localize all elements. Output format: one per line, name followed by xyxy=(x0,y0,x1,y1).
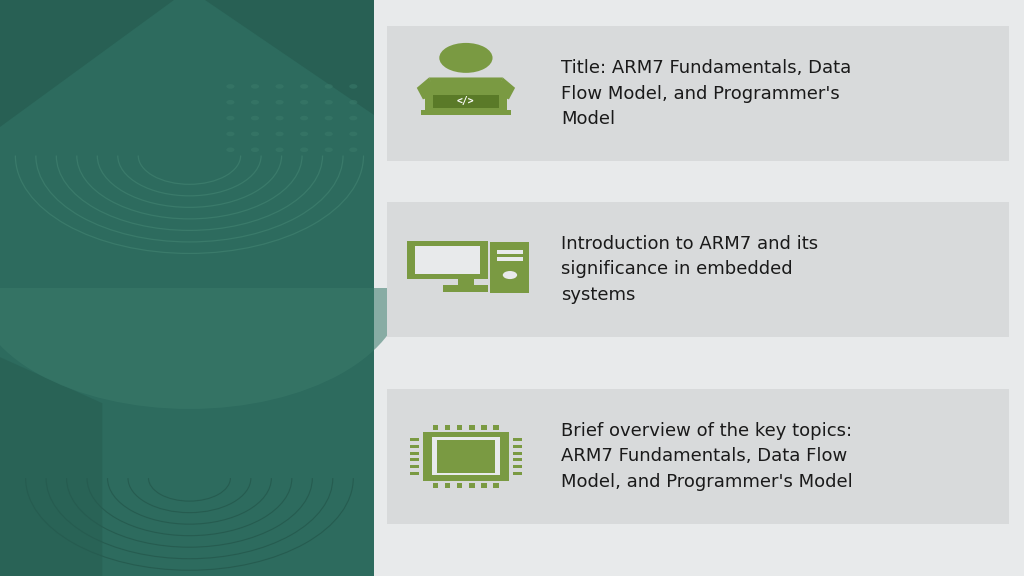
Circle shape xyxy=(251,147,259,152)
Circle shape xyxy=(325,100,333,105)
FancyBboxPatch shape xyxy=(421,110,511,116)
FancyBboxPatch shape xyxy=(458,276,474,287)
FancyBboxPatch shape xyxy=(481,483,486,488)
FancyBboxPatch shape xyxy=(494,483,499,488)
FancyBboxPatch shape xyxy=(494,425,499,430)
Polygon shape xyxy=(0,0,174,127)
Circle shape xyxy=(349,116,357,120)
Circle shape xyxy=(275,84,284,89)
FancyBboxPatch shape xyxy=(423,432,509,480)
FancyBboxPatch shape xyxy=(425,93,507,111)
FancyBboxPatch shape xyxy=(432,438,500,476)
FancyBboxPatch shape xyxy=(513,445,522,448)
Circle shape xyxy=(226,100,234,105)
Circle shape xyxy=(226,132,234,137)
Circle shape xyxy=(251,100,259,105)
Circle shape xyxy=(325,147,333,152)
Circle shape xyxy=(251,116,259,120)
Circle shape xyxy=(325,84,333,89)
FancyBboxPatch shape xyxy=(407,241,488,279)
FancyBboxPatch shape xyxy=(415,247,480,274)
FancyBboxPatch shape xyxy=(513,458,522,461)
FancyBboxPatch shape xyxy=(387,26,1009,161)
Circle shape xyxy=(226,147,234,152)
Circle shape xyxy=(439,43,493,73)
Circle shape xyxy=(300,147,308,152)
FancyBboxPatch shape xyxy=(458,425,463,430)
Wedge shape xyxy=(0,288,404,409)
Circle shape xyxy=(503,271,517,279)
Circle shape xyxy=(275,116,284,120)
Circle shape xyxy=(349,100,357,105)
FancyBboxPatch shape xyxy=(433,483,438,488)
FancyBboxPatch shape xyxy=(433,96,499,108)
Circle shape xyxy=(349,84,357,89)
FancyBboxPatch shape xyxy=(437,440,495,472)
FancyBboxPatch shape xyxy=(513,465,522,468)
FancyBboxPatch shape xyxy=(458,483,463,488)
Circle shape xyxy=(251,132,259,137)
Text: Introduction to ARM7 and its
significance in embedded
systems: Introduction to ARM7 and its significanc… xyxy=(561,234,818,304)
FancyBboxPatch shape xyxy=(410,445,419,448)
Text: Brief overview of the key topics:
ARM7 Fundamentals, Data Flow
Model, and Progra: Brief overview of the key topics: ARM7 F… xyxy=(561,422,853,491)
FancyBboxPatch shape xyxy=(410,472,419,475)
Circle shape xyxy=(349,132,357,137)
Polygon shape xyxy=(417,78,437,100)
Polygon shape xyxy=(205,0,374,115)
FancyBboxPatch shape xyxy=(497,250,523,255)
FancyBboxPatch shape xyxy=(497,257,523,262)
Circle shape xyxy=(275,132,284,137)
FancyBboxPatch shape xyxy=(387,202,1009,337)
FancyBboxPatch shape xyxy=(410,458,419,461)
Circle shape xyxy=(251,84,259,89)
Circle shape xyxy=(325,132,333,137)
FancyBboxPatch shape xyxy=(469,483,474,488)
FancyBboxPatch shape xyxy=(410,438,419,441)
Circle shape xyxy=(275,147,284,152)
Circle shape xyxy=(226,116,234,120)
FancyBboxPatch shape xyxy=(490,242,529,294)
Circle shape xyxy=(226,84,234,89)
Circle shape xyxy=(300,132,308,137)
Circle shape xyxy=(275,100,284,105)
Circle shape xyxy=(300,84,308,89)
FancyBboxPatch shape xyxy=(387,389,1009,524)
Circle shape xyxy=(349,147,357,152)
FancyBboxPatch shape xyxy=(513,438,522,441)
FancyBboxPatch shape xyxy=(513,472,522,475)
FancyBboxPatch shape xyxy=(0,0,374,576)
Text: Title: ARM7 Fundamentals, Data
Flow Model, and Programmer's
Model: Title: ARM7 Fundamentals, Data Flow Mode… xyxy=(561,59,851,128)
FancyBboxPatch shape xyxy=(445,425,451,430)
FancyBboxPatch shape xyxy=(469,425,474,430)
FancyBboxPatch shape xyxy=(445,483,451,488)
Circle shape xyxy=(300,116,308,120)
Polygon shape xyxy=(495,78,515,100)
Text: </>: </> xyxy=(457,96,475,106)
FancyBboxPatch shape xyxy=(410,452,419,454)
FancyBboxPatch shape xyxy=(374,0,1024,576)
FancyBboxPatch shape xyxy=(433,425,438,430)
Polygon shape xyxy=(0,357,102,576)
Circle shape xyxy=(325,116,333,120)
FancyBboxPatch shape xyxy=(481,425,486,430)
Circle shape xyxy=(300,100,308,105)
FancyBboxPatch shape xyxy=(443,286,488,293)
Polygon shape xyxy=(429,78,503,96)
FancyBboxPatch shape xyxy=(513,452,522,454)
FancyBboxPatch shape xyxy=(410,465,419,468)
